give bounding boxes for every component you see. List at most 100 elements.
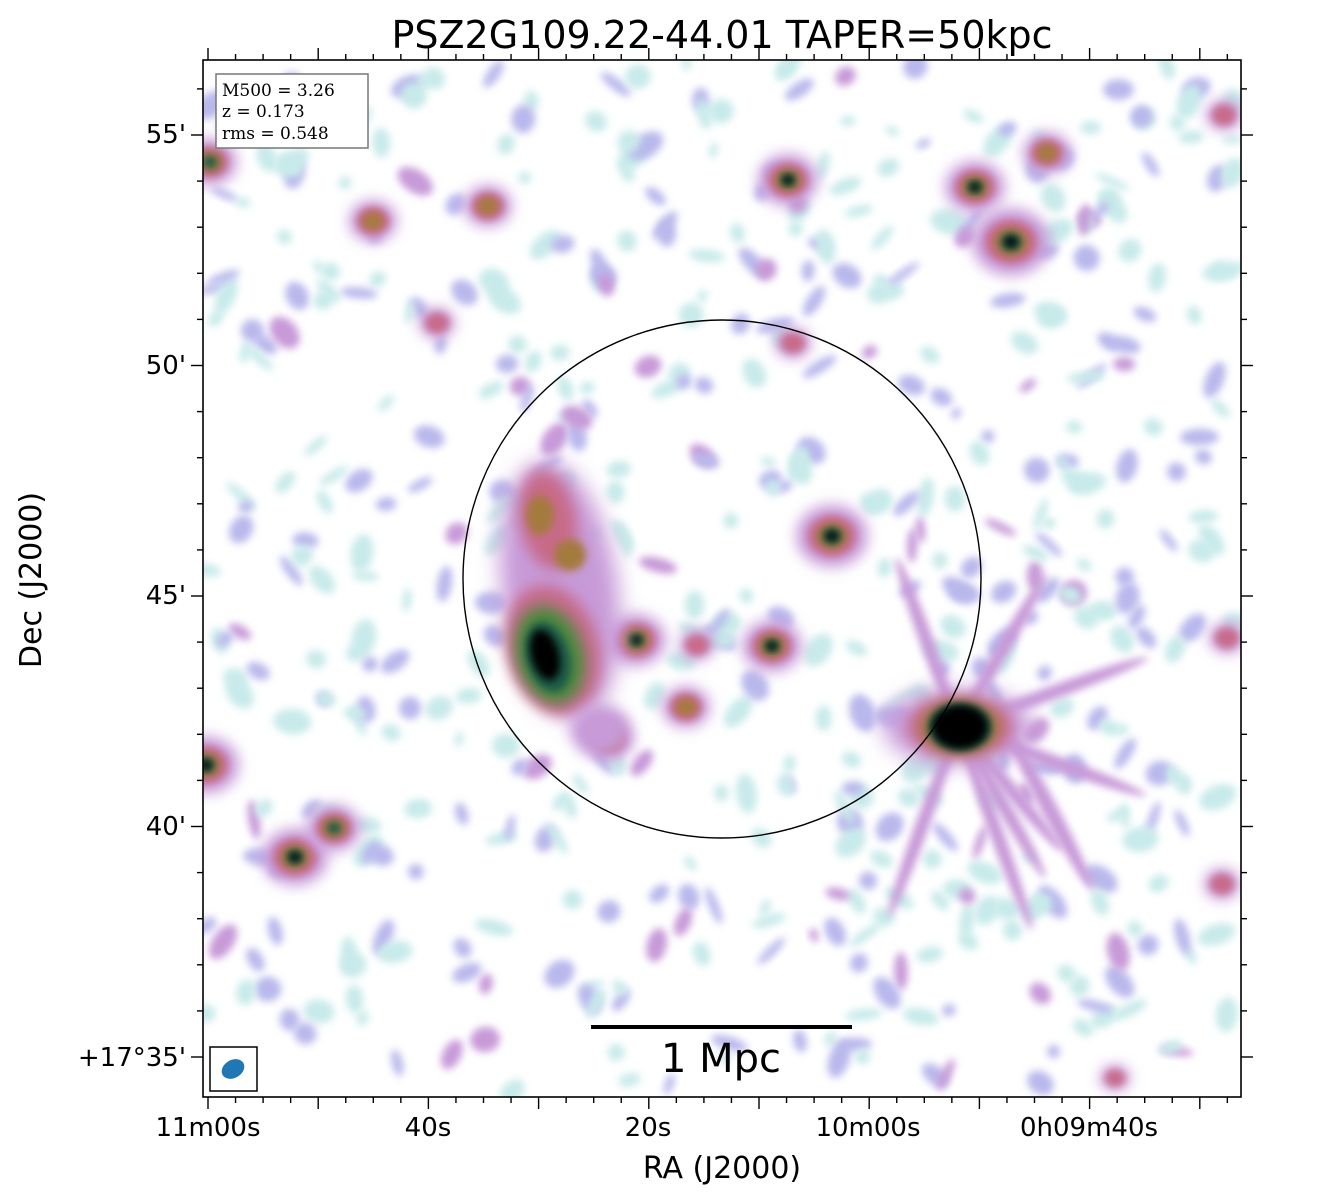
emission-blob bbox=[708, 98, 734, 124]
info-rms: rms = 0.548 bbox=[222, 124, 329, 144]
emission-blob bbox=[970, 183, 980, 191]
emission-blob bbox=[785, 78, 814, 101]
emission-blob bbox=[996, 640, 1017, 675]
emission-blob bbox=[1088, 600, 1118, 621]
emission-blob bbox=[1057, 964, 1076, 983]
emission-blob bbox=[957, 726, 1033, 931]
emission-blob bbox=[1118, 238, 1142, 262]
emission-blob bbox=[600, 72, 631, 97]
emission-blob bbox=[1092, 202, 1110, 218]
emission-blob bbox=[544, 959, 575, 988]
emission-blob bbox=[1148, 263, 1166, 293]
emission-blob bbox=[239, 341, 251, 364]
emission-blob bbox=[203, 1004, 216, 1023]
emission-blob bbox=[557, 376, 574, 401]
emission-blob bbox=[1072, 1018, 1094, 1037]
emission-blob bbox=[206, 269, 240, 285]
emission-blob bbox=[783, 176, 793, 184]
emission-blob bbox=[735, 773, 757, 814]
emission-blob bbox=[1199, 783, 1237, 811]
emission-blob bbox=[617, 130, 641, 153]
emission-blob bbox=[451, 279, 478, 306]
emission-blob bbox=[1029, 892, 1053, 915]
emission-blob bbox=[903, 60, 928, 79]
emission-blob bbox=[584, 111, 608, 132]
emission-blob bbox=[1145, 760, 1174, 786]
emission-blob bbox=[1210, 398, 1230, 418]
emission-blob bbox=[957, 574, 1047, 728]
emission-blob bbox=[984, 518, 1017, 536]
emission-blob bbox=[837, 1037, 872, 1052]
emission-blob bbox=[414, 799, 432, 817]
emission-blob bbox=[678, 883, 700, 910]
emission-blob bbox=[634, 355, 662, 378]
emission-blob bbox=[708, 608, 730, 637]
emission-blob bbox=[765, 479, 780, 497]
emission-blob bbox=[998, 121, 1017, 137]
emission-blob bbox=[1164, 635, 1186, 663]
emission-blob bbox=[203, 283, 228, 295]
emission-blob bbox=[815, 151, 830, 180]
emission-blob bbox=[551, 235, 575, 254]
emission-blob bbox=[829, 177, 862, 196]
emission-blob bbox=[1128, 604, 1146, 629]
emission-blob bbox=[893, 491, 920, 516]
emission-blob bbox=[645, 187, 666, 206]
emission-blob bbox=[340, 287, 378, 299]
emission-blob bbox=[275, 471, 296, 494]
emission-blob bbox=[1210, 873, 1234, 895]
emission-blob bbox=[959, 888, 976, 904]
emission-blob bbox=[714, 784, 729, 802]
emission-blob bbox=[276, 229, 292, 245]
y-tick-label: 45' bbox=[146, 581, 186, 611]
emission-blob bbox=[377, 940, 413, 964]
emission-blob bbox=[495, 354, 519, 374]
emission-blob bbox=[1143, 418, 1163, 436]
emission-blob bbox=[972, 825, 987, 860]
emission-blob bbox=[552, 792, 570, 811]
emission-blob bbox=[696, 98, 712, 130]
emission-blob bbox=[1007, 730, 1093, 890]
emission-blob bbox=[211, 187, 238, 202]
emission-blob bbox=[847, 888, 866, 914]
emission-blob bbox=[981, 430, 995, 443]
emission-blob bbox=[990, 292, 1026, 308]
emission-blob bbox=[1115, 567, 1135, 587]
emission-blob bbox=[967, 860, 1002, 885]
emission-blob bbox=[1197, 923, 1236, 946]
emission-blob bbox=[932, 822, 958, 852]
emission-blob bbox=[504, 814, 516, 841]
emission-blob bbox=[849, 922, 882, 947]
emission-blob bbox=[203, 760, 212, 770]
emission-blob bbox=[508, 335, 527, 354]
emission-blob bbox=[400, 82, 427, 109]
emission-blob bbox=[293, 1022, 317, 1045]
emission-blob bbox=[340, 936, 358, 973]
emission-blob bbox=[718, 1050, 732, 1064]
emission-blob bbox=[356, 1010, 369, 1026]
emission-blob bbox=[597, 273, 615, 297]
emission-blob bbox=[562, 889, 583, 910]
emission-blob bbox=[759, 899, 771, 917]
emission-blob bbox=[776, 774, 794, 797]
y-axis-label: Dec (J2000) bbox=[14, 492, 49, 668]
emission-blob bbox=[1035, 577, 1060, 603]
emission-blob bbox=[931, 890, 950, 911]
emission-blob bbox=[755, 258, 777, 281]
emission-blob bbox=[1127, 920, 1143, 938]
emission-blob bbox=[777, 61, 795, 77]
emission-blob bbox=[930, 208, 969, 235]
emission-blob bbox=[781, 332, 805, 354]
emission-blob bbox=[304, 435, 328, 456]
emission-blob bbox=[684, 590, 705, 620]
emission-blob bbox=[1112, 999, 1147, 1020]
emission-blob bbox=[1116, 449, 1138, 483]
emission-blob bbox=[937, 1059, 955, 1091]
emission-blob bbox=[960, 556, 982, 579]
emission-blob bbox=[612, 979, 629, 996]
emission-blob bbox=[644, 682, 666, 710]
emission-blob bbox=[203, 563, 222, 577]
emission-blob bbox=[398, 696, 422, 720]
emission-blob bbox=[752, 912, 786, 929]
